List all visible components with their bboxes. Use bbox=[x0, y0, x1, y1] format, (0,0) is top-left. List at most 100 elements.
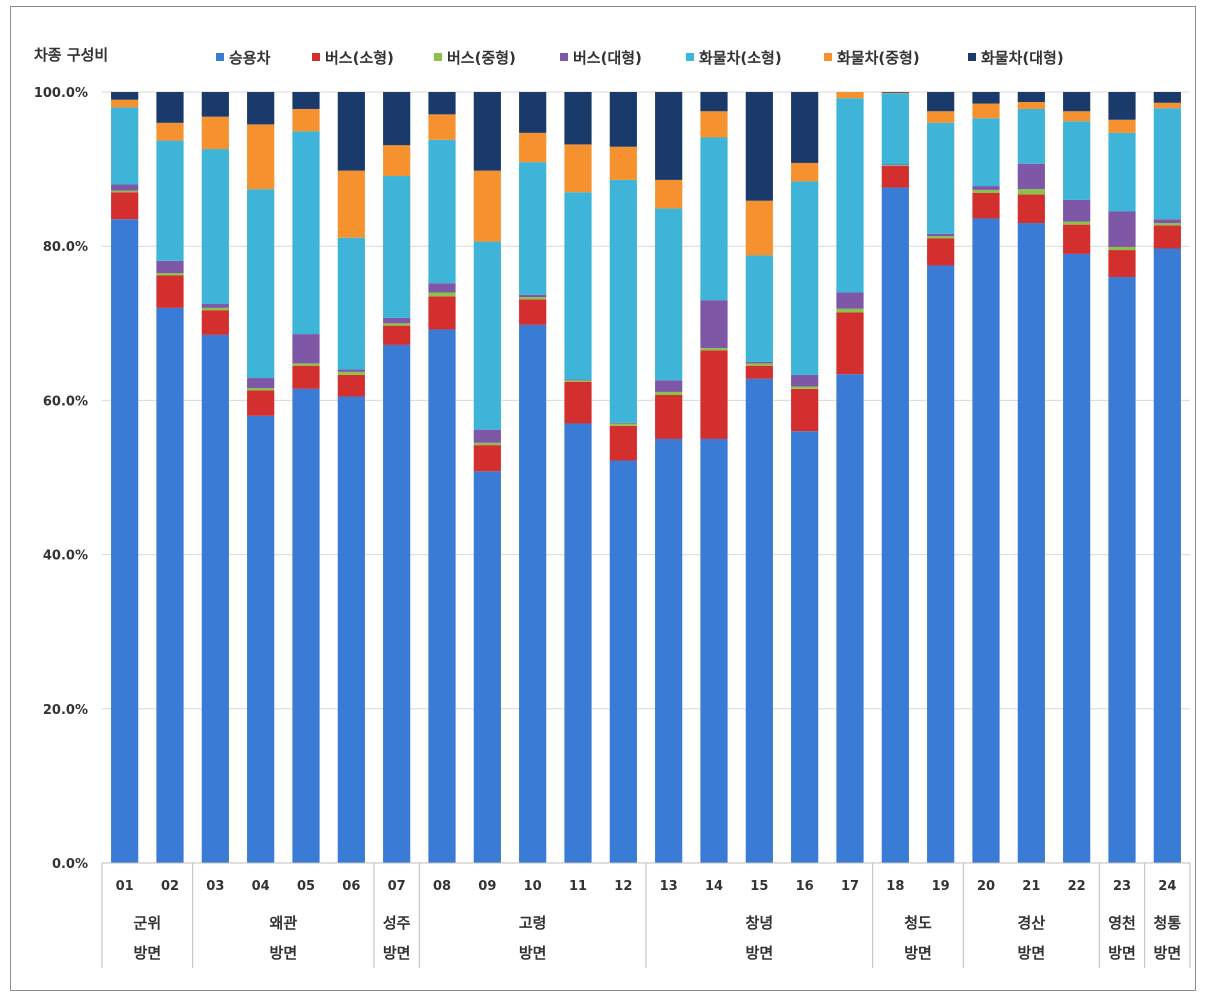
bar-segment bbox=[700, 92, 728, 112]
bar-segment bbox=[1063, 221, 1091, 225]
group-label: 방면 bbox=[904, 944, 932, 962]
y-tick-label: 60.0% bbox=[43, 394, 88, 409]
x-axis: 01 02 03 04 05 06 07 08 09 10 11 12 13 14 15 16 17 18 19 20… bbox=[101, 862, 1191, 968]
x-tick-label: 11 bbox=[569, 879, 587, 894]
bar-segment bbox=[700, 300, 728, 348]
bar-segment bbox=[1108, 132, 1136, 212]
bar-segment bbox=[1017, 189, 1045, 195]
bar-segment bbox=[1017, 223, 1045, 863]
bar-segment bbox=[111, 92, 139, 100]
bar-segment bbox=[383, 323, 411, 326]
bar-segment bbox=[609, 423, 637, 426]
bar-segment bbox=[1017, 92, 1045, 103]
bar-segment bbox=[700, 350, 728, 439]
legend: 승용차 버스(소형) 버스(중형) 버스(대형) 화물차(소형) 화물차(중형) 화물차(대… bbox=[216, 49, 1064, 67]
bar-segment bbox=[156, 92, 184, 123]
bar-segment bbox=[791, 181, 819, 375]
bar-segment bbox=[972, 189, 1000, 194]
bar-segment bbox=[881, 187, 909, 863]
bar-segment bbox=[473, 241, 501, 430]
legend-swatch bbox=[216, 53, 224, 61]
bar-segment bbox=[1063, 199, 1091, 222]
x-tick-label: 12 bbox=[614, 879, 632, 894]
bar-segment bbox=[111, 184, 139, 191]
bar-segment bbox=[927, 233, 955, 237]
bar-segment bbox=[292, 92, 320, 109]
y-tick-label: 100.0% bbox=[34, 86, 88, 101]
legend-swatch bbox=[560, 53, 568, 61]
bar-segment bbox=[609, 92, 637, 147]
y-tick-label: 80.0% bbox=[43, 240, 88, 255]
bar-segment bbox=[836, 374, 864, 863]
bar-segment bbox=[745, 200, 773, 256]
bar-segment bbox=[292, 363, 320, 366]
legend-label: 승용차 bbox=[229, 49, 271, 67]
bar-segment bbox=[927, 236, 955, 239]
x-tick-label: 15 bbox=[750, 879, 768, 894]
bar-segment bbox=[836, 292, 864, 309]
bar-segment bbox=[655, 391, 683, 396]
bar-segment bbox=[337, 237, 365, 370]
bar-segment bbox=[564, 380, 592, 382]
group-label: 왜관 bbox=[270, 914, 298, 932]
bar-segment bbox=[655, 208, 683, 381]
bar-segment bbox=[383, 344, 411, 863]
bar-segment bbox=[1017, 194, 1045, 224]
legend-label: 버스(대형) bbox=[573, 49, 642, 67]
bar-segment bbox=[292, 365, 320, 389]
bar-segment bbox=[972, 92, 1000, 104]
bar-segment bbox=[655, 380, 683, 392]
group-label: 방면 bbox=[519, 944, 547, 962]
bar-segment bbox=[791, 162, 819, 182]
bar-segment bbox=[972, 103, 1000, 119]
group-label: 고령 bbox=[519, 914, 547, 932]
x-tick-label: 22 bbox=[1068, 879, 1086, 894]
bar-segment bbox=[745, 378, 773, 863]
x-tick-label: 14 bbox=[705, 879, 723, 894]
bar-segment bbox=[519, 297, 547, 300]
bar-segment bbox=[700, 347, 728, 351]
bar-segment bbox=[428, 329, 456, 863]
bar-segment bbox=[1108, 246, 1136, 251]
bar-segment bbox=[655, 92, 683, 180]
bar-segment bbox=[156, 260, 184, 274]
x-tick-label: 07 bbox=[388, 879, 406, 894]
bar-segment bbox=[1108, 277, 1136, 863]
bar-segment bbox=[609, 425, 637, 461]
bar-segment bbox=[745, 363, 773, 366]
bar-segment bbox=[519, 294, 547, 298]
bar-segment bbox=[1108, 119, 1136, 133]
bar-segment bbox=[247, 189, 275, 379]
x-tick-label: 24 bbox=[1158, 879, 1176, 894]
legend-swatch bbox=[434, 53, 442, 61]
bar-segment bbox=[1063, 253, 1091, 863]
bar-segment bbox=[337, 371, 365, 375]
bar-segment bbox=[609, 179, 637, 423]
bar-segment bbox=[428, 92, 456, 115]
y-tick-label: 20.0% bbox=[43, 703, 88, 718]
bar-segment bbox=[1017, 163, 1045, 190]
bar-segment bbox=[519, 299, 547, 325]
bar-segment bbox=[881, 92, 909, 93]
x-tick-label: 17 bbox=[841, 879, 859, 894]
group-label: 방면 bbox=[270, 944, 298, 962]
x-tick-label: 04 bbox=[252, 879, 270, 894]
x-tick-label: 16 bbox=[796, 879, 814, 894]
bar-segment bbox=[428, 283, 456, 293]
bar-segment bbox=[519, 132, 547, 163]
legend-label: 화물차(소형) bbox=[699, 49, 782, 67]
bar-segment bbox=[428, 296, 456, 330]
bar-segment bbox=[745, 255, 773, 362]
bar-segment bbox=[836, 312, 864, 375]
bar-segment bbox=[519, 162, 547, 295]
bar-segment bbox=[111, 190, 139, 193]
group-label: 방면 bbox=[383, 944, 411, 962]
y-axis: 0.0% 20.0% 40.0% 60.0% 80.0% 100.0% bbox=[34, 86, 88, 872]
bar-segment bbox=[927, 122, 955, 234]
bar-segment bbox=[111, 99, 139, 108]
bar-segment bbox=[473, 92, 501, 171]
bar-segment bbox=[836, 308, 864, 313]
group-label: 경산 bbox=[1018, 914, 1046, 932]
x-tick-label: 01 bbox=[116, 879, 134, 894]
bar-segment bbox=[247, 415, 275, 863]
